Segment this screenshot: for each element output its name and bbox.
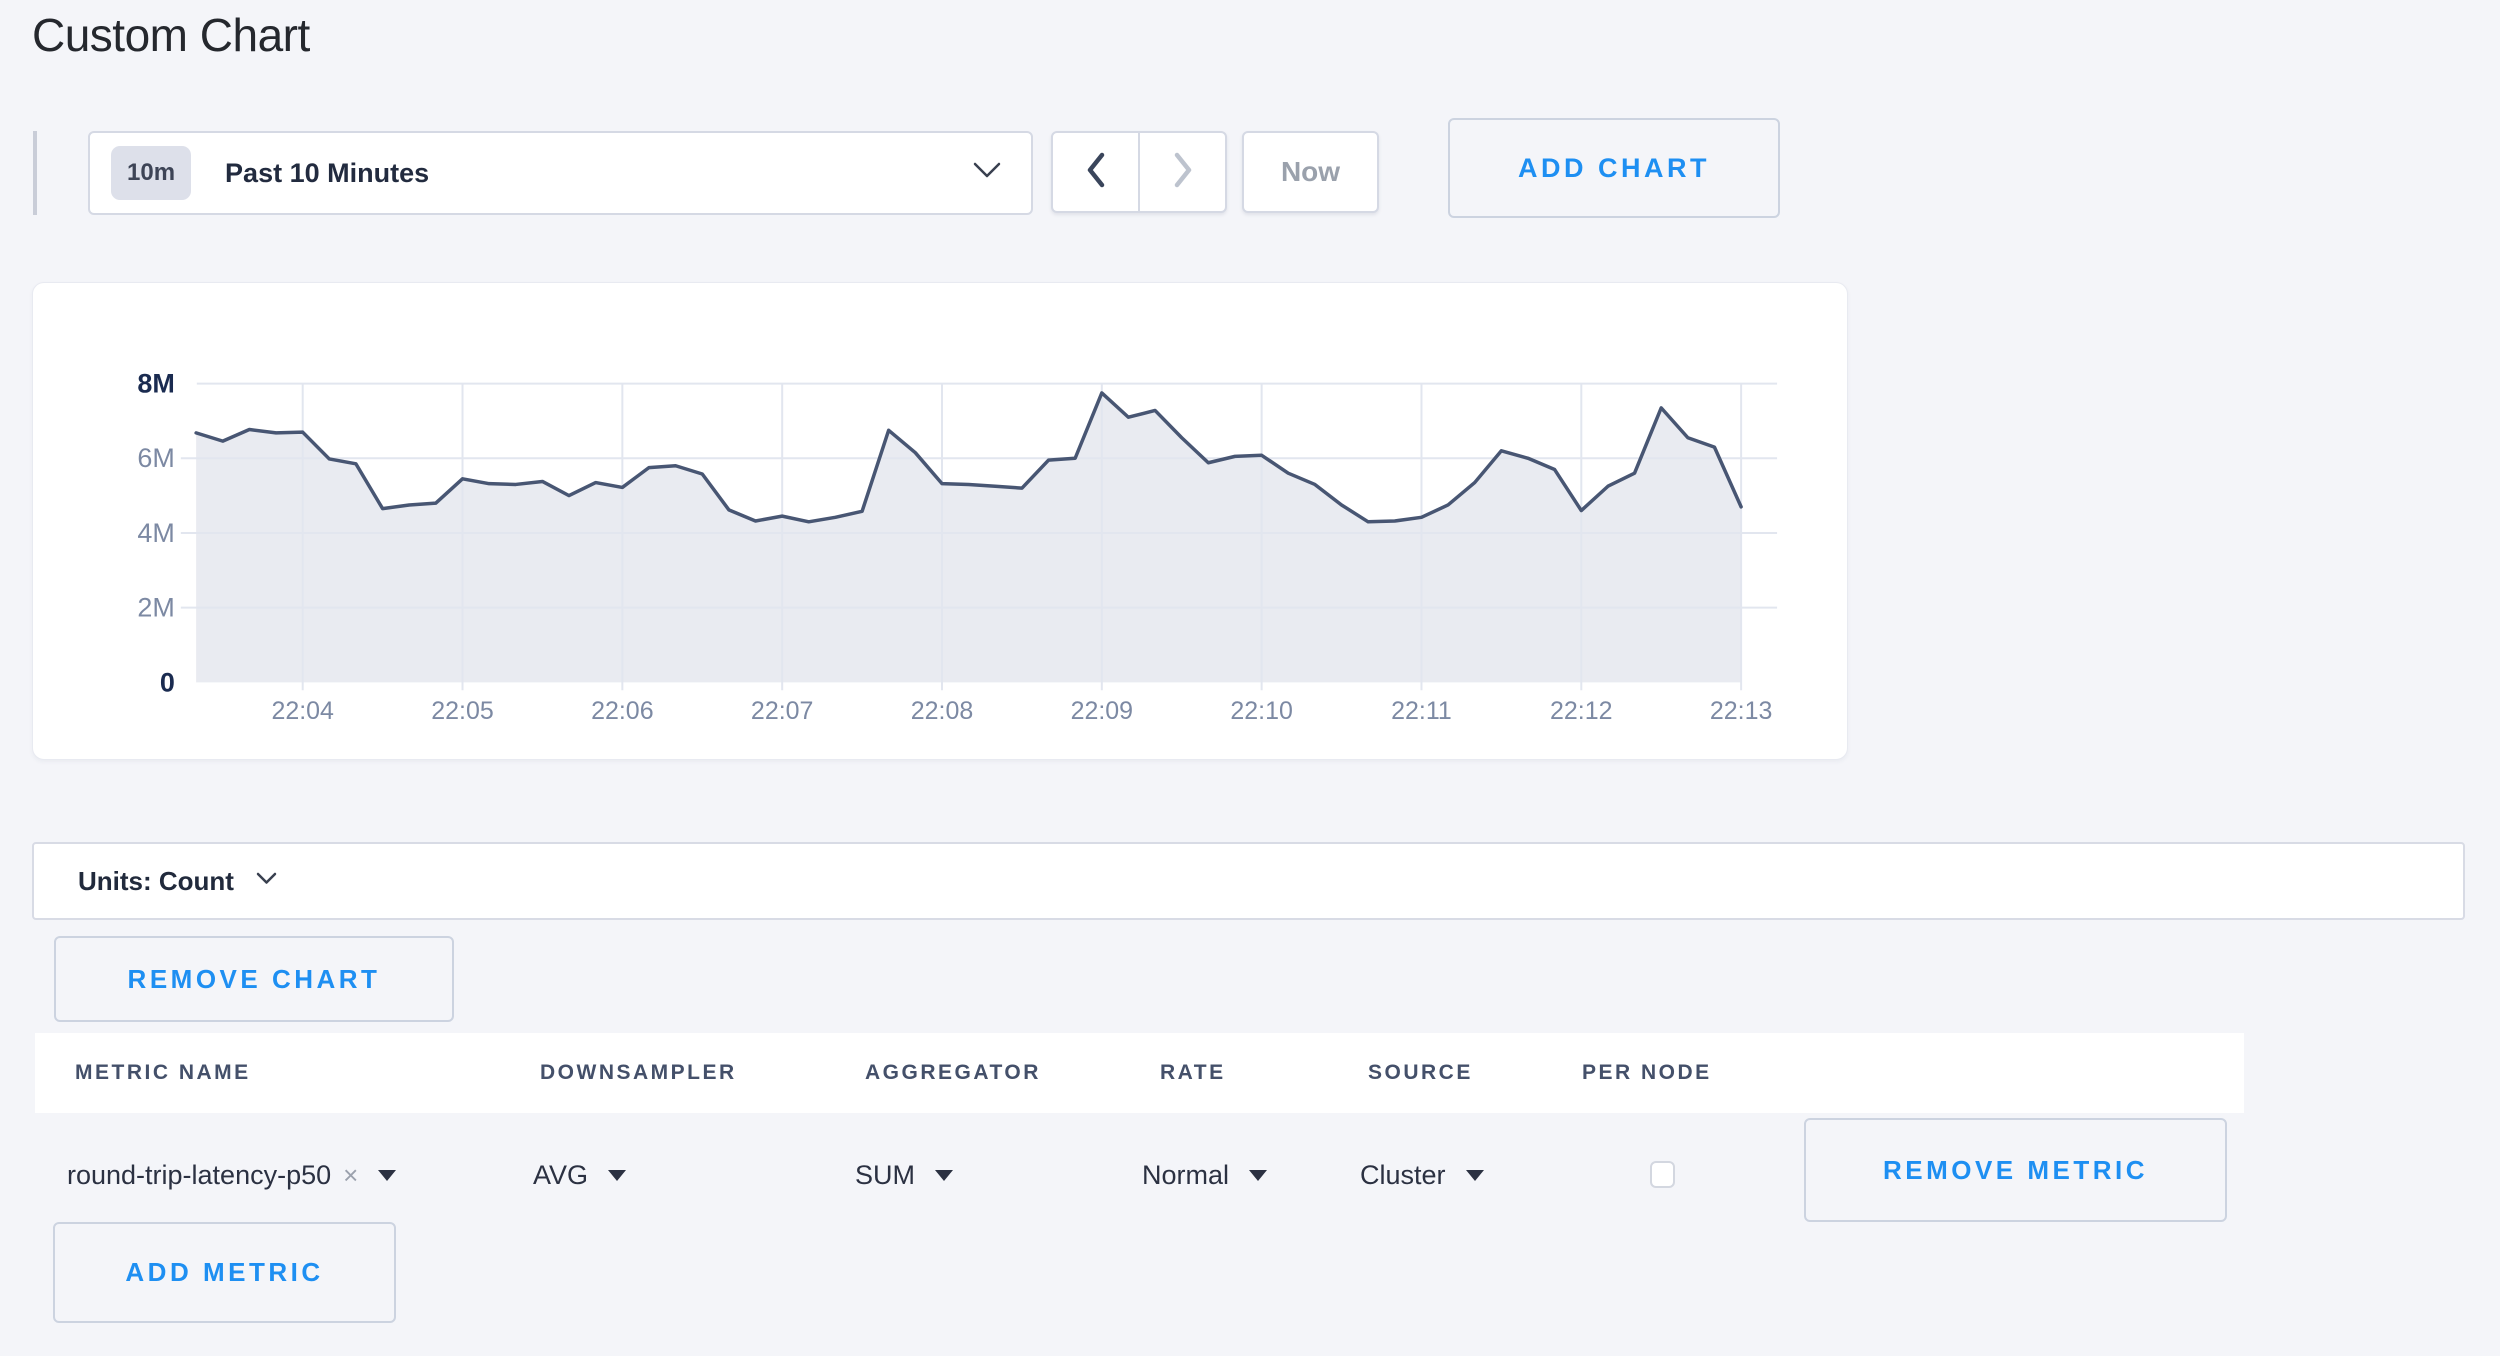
add-chart-button[interactable]: ADD CHART <box>1448 118 1780 218</box>
time-window-dropdown[interactable]: 10m Past 10 Minutes <box>88 131 1033 215</box>
add-metric-button[interactable]: ADD METRIC <box>53 1222 396 1323</box>
time-nav-group <box>1051 131 1227 213</box>
prev-time-button[interactable] <box>1053 133 1140 211</box>
column-header-aggregator: AGGREGATOR <box>865 1061 1041 1084</box>
svg-text:2M: 2M <box>137 593 174 623</box>
remove-chart-button[interactable]: REMOVE CHART <box>54 936 454 1022</box>
custom-chart-svg: 8M 6M 4M 2M 0 22:04 22:05 22:06 22:07 22:08 22:09 2… <box>137 369 1778 725</box>
metric-table-row: round-trip-latency-p50 × AVG SUM Normal … <box>0 1145 2500 1205</box>
per-node-checkbox[interactable] <box>1650 1161 1675 1188</box>
svg-text:22:06: 22:06 <box>591 697 653 725</box>
aggregator-select[interactable]: SUM <box>855 1145 953 1205</box>
svg-text:6M: 6M <box>137 443 174 473</box>
remove-metric-label: REMOVE METRIC <box>1882 1154 2149 1185</box>
caret-down-icon <box>1249 1169 1268 1181</box>
column-header-source: SOURCE <box>1368 1061 1473 1084</box>
svg-text:8M: 8M <box>137 369 174 399</box>
remove-chart-label: REMOVE CHART <box>127 963 381 994</box>
remove-metric-button[interactable]: REMOVE METRIC <box>1804 1118 2227 1222</box>
toolbar-accent-rule <box>33 131 37 215</box>
clear-metric-icon[interactable]: × <box>343 1159 359 1190</box>
svg-text:22:05: 22:05 <box>431 697 493 725</box>
column-header-per-node: PER NODE <box>1582 1061 1712 1084</box>
svg-text:22:09: 22:09 <box>1071 697 1133 725</box>
now-button-label: Now <box>1280 156 1341 187</box>
add-chart-label: ADD CHART <box>1518 152 1710 183</box>
svg-text:4M: 4M <box>137 518 174 548</box>
svg-text:22:11: 22:11 <box>1391 697 1452 725</box>
svg-text:22:12: 22:12 <box>1550 697 1612 725</box>
units-dropdown[interactable]: Units: Count <box>32 842 2465 920</box>
time-window-label: Past 10 Minutes <box>225 157 430 188</box>
now-button[interactable]: Now <box>1242 131 1379 213</box>
svg-text:0: 0 <box>160 667 175 697</box>
chevron-down-icon <box>256 872 277 890</box>
chevron-down-icon <box>973 162 1001 184</box>
add-metric-label: ADD METRIC <box>125 1257 324 1287</box>
column-header-rate: RATE <box>1160 1061 1226 1084</box>
svg-text:22:07: 22:07 <box>751 697 813 725</box>
column-header-metric-name: METRIC NAME <box>75 1061 251 1084</box>
chevron-left-icon <box>1085 152 1107 193</box>
downsampler-select[interactable]: AVG <box>533 1145 627 1205</box>
column-header-downsampler: DOWNSAMPLER <box>540 1061 737 1084</box>
caret-down-icon <box>608 1169 627 1181</box>
svg-text:22:10: 22:10 <box>1230 697 1292 725</box>
metrics-table-header: METRIC NAME DOWNSAMPLER AGGREGATOR RATE … <box>35 1033 2244 1113</box>
aggregator-value: SUM <box>855 1159 915 1190</box>
caret-down-icon <box>378 1169 397 1181</box>
metric-name-value: round-trip-latency-p50 <box>67 1159 332 1190</box>
units-label: Units: Count <box>78 865 234 896</box>
rate-value: Normal <box>1142 1159 1230 1190</box>
caret-down-icon <box>935 1169 953 1181</box>
source-value: Cluster <box>1360 1159 1446 1190</box>
rate-select[interactable]: Normal <box>1142 1145 1268 1205</box>
page-title: Custom Chart <box>32 9 310 61</box>
source-select[interactable]: Cluster <box>1360 1145 1484 1205</box>
svg-text:22:08: 22:08 <box>911 697 973 725</box>
caret-down-icon <box>1465 1169 1484 1181</box>
svg-text:22:04: 22:04 <box>271 697 334 725</box>
next-time-button[interactable] <box>1140 133 1225 211</box>
downsampler-value: AVG <box>533 1159 589 1190</box>
svg-text:22:13: 22:13 <box>1710 697 1772 725</box>
time-window-badge: 10m <box>111 146 192 200</box>
chevron-right-icon <box>1172 152 1194 193</box>
metric-name-select[interactable]: round-trip-latency-p50 × <box>67 1145 397 1205</box>
chart-card: 8M 6M 4M 2M 0 22:04 22:05 22:06 22:07 22:08 22:09 2… <box>32 282 1848 760</box>
